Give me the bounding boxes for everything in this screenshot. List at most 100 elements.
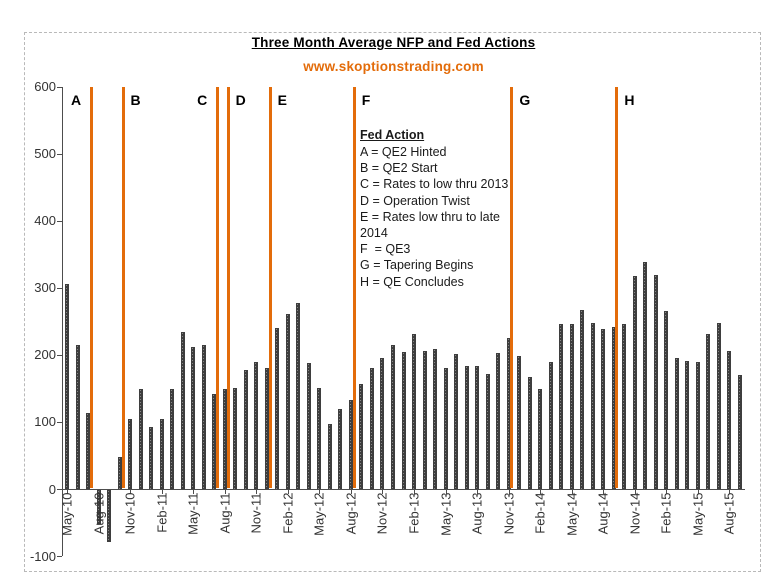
bar-Jan-15	[653, 275, 658, 489]
x-tick-label-Nov-14: Nov-14	[627, 492, 643, 534]
y-tick-100	[57, 421, 62, 423]
x-tick-label-Aug-11: Aug-11	[217, 492, 233, 533]
bar-Jul-14	[590, 323, 595, 489]
fed-action-line-B	[121, 86, 125, 488]
y-tick--100	[57, 556, 62, 558]
x-tick-label-Feb-11: Feb-11	[154, 492, 170, 533]
bar-Oct-10	[117, 457, 122, 489]
x-tick-Feb-11	[161, 489, 163, 494]
bar-Sep-15	[737, 374, 742, 489]
x-tick-Aug-13	[477, 489, 479, 494]
y-tick-label-400: 400	[34, 213, 56, 229]
bar-Dec-10	[138, 389, 143, 489]
bar-Jul-11	[212, 393, 217, 489]
y-tick-300	[57, 287, 62, 289]
bar-Nov-12	[380, 357, 385, 489]
x-tick-May-14	[571, 489, 573, 494]
y-tick-label-600: 600	[34, 79, 56, 94]
bar-Aug-15	[727, 351, 732, 489]
x-tick-label-Feb-14: Feb-14	[532, 492, 548, 534]
fed-action-letter-B: B	[130, 92, 141, 108]
bar-Oct-12	[369, 368, 374, 489]
x-tick-May-11	[193, 489, 195, 494]
bar-May-12	[317, 387, 322, 489]
legend-line: 2014	[360, 225, 388, 240]
x-tick-Nov-13	[508, 489, 510, 494]
bar-Sep-14	[611, 327, 616, 489]
x-tick-Nov-12	[382, 489, 384, 494]
bar-May-11	[191, 346, 196, 489]
legend-line: A = QE2 Hinted	[360, 145, 447, 159]
x-tick-label-Nov-10: Nov-10	[122, 492, 138, 534]
x-tick-Aug-15	[729, 489, 731, 494]
x-tick-label-May-11: May-11	[185, 492, 201, 535]
bar-Aug-10	[96, 490, 101, 524]
bar-Jun-13	[454, 354, 459, 489]
fed-action-line-F	[352, 86, 356, 488]
x-tick-label-Feb-12: Feb-12	[280, 492, 296, 534]
bar-Aug-12	[348, 399, 353, 489]
bar-Apr-14	[559, 323, 564, 489]
y-tick-label-0: 0	[48, 481, 56, 497]
bar-Jul-13	[464, 366, 469, 489]
bar-Jan-12	[275, 328, 280, 489]
chart-title: Three Month Average NFP and Fed Actions	[251, 35, 536, 50]
bar-Nov-10	[128, 418, 133, 489]
bar-Dec-13	[517, 356, 522, 489]
x-tick-Aug-10	[98, 489, 100, 494]
x-tick-label-Nov-13: Nov-13	[501, 492, 517, 534]
fed-action-line-H	[615, 86, 619, 488]
bar-Sep-13	[485, 373, 490, 489]
fed-action-line-G	[510, 86, 514, 488]
x-tick-Nov-14	[634, 489, 636, 494]
legend-line: G = Tapering Begins	[360, 258, 474, 273]
x-tick-Feb-12	[287, 489, 289, 494]
bar-Feb-11	[159, 419, 164, 489]
x-tick-label-Feb-15: Feb-15	[658, 492, 674, 534]
x-tick-Aug-14	[603, 489, 605, 494]
bar-Aug-13	[475, 365, 480, 489]
y-tick-200	[57, 354, 62, 356]
legend-line: E = Rates low thru to late	[360, 209, 501, 224]
bar-Oct-13	[496, 353, 501, 489]
y-tick-label-200: 200	[34, 347, 56, 363]
bar-Mar-13	[422, 350, 427, 489]
bar-May-14	[569, 323, 574, 489]
legend-line: B = QE2 Start	[360, 161, 438, 176]
bar-Dec-11	[264, 368, 269, 489]
bar-Feb-15	[664, 311, 669, 489]
bar-Apr-13	[433, 348, 438, 489]
chart-frame	[24, 32, 761, 572]
x-tick-Nov-10	[130, 489, 132, 494]
bar-Jun-15	[706, 334, 711, 489]
x-tick-label-Nov-12: Nov-12	[374, 492, 390, 534]
bar-Jan-11	[149, 426, 154, 489]
fed-action-letter-E: E	[277, 92, 287, 108]
y-tick-0	[57, 489, 62, 490]
x-tick-label-Aug-13: Aug-13	[469, 492, 485, 534]
x-tick-May-13	[445, 489, 447, 494]
x-tick-label-Nov-11: Nov-11	[248, 492, 264, 533]
y-tick-500	[57, 153, 62, 155]
y-tick-400	[57, 220, 62, 222]
chart-subtitle-watermark: www.skoptionstrading.com	[303, 59, 484, 74]
bar-Feb-13	[412, 334, 416, 489]
fed-action-line-C	[216, 86, 220, 488]
x-tick-Feb-14	[540, 489, 542, 494]
x-axis-line	[62, 489, 745, 490]
x-tick-label-May-10: May-10	[59, 492, 75, 536]
y-axis-line	[62, 86, 63, 556]
bar-Jul-10	[86, 413, 91, 489]
bar-Nov-13	[506, 338, 511, 489]
bar-Apr-15	[685, 360, 690, 489]
x-tick-May-12	[319, 489, 321, 494]
y-tick-label-500: 500	[34, 146, 56, 162]
bar-Jun-11	[201, 344, 206, 489]
legend-line: F = QE3	[360, 242, 411, 257]
legend-line: H = QE Concludes	[360, 274, 464, 289]
fed-action-letter-G: G	[519, 92, 531, 108]
fed-action-letter-H: H	[624, 92, 635, 108]
x-tick-label-Aug-14: Aug-14	[595, 492, 611, 534]
bar-Sep-12	[359, 383, 364, 489]
bar-Aug-11	[222, 389, 227, 489]
